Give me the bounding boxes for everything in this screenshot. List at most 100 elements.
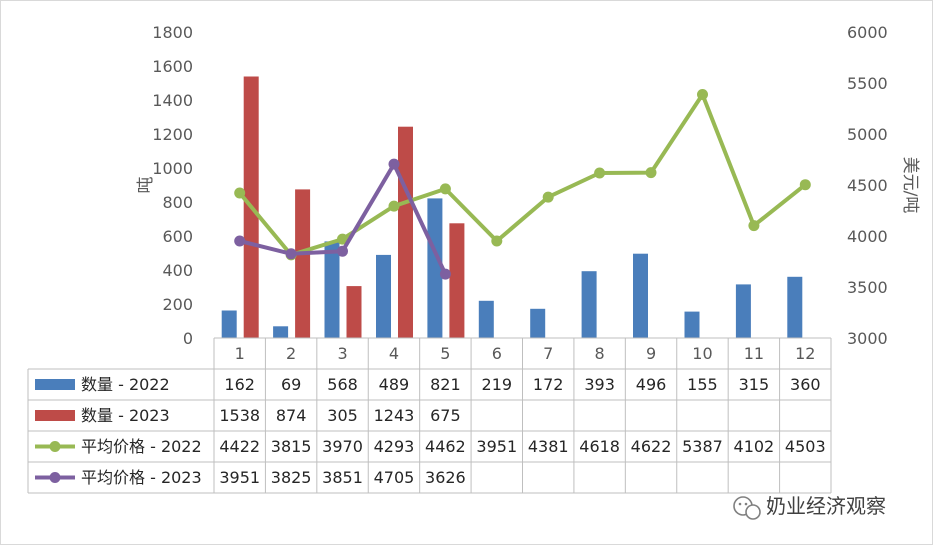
category-label: 7 xyxy=(543,344,553,363)
bar-2022 xyxy=(581,271,597,338)
legend-key-marker xyxy=(49,441,61,452)
category-label: 6 xyxy=(492,344,502,363)
bar-2022 xyxy=(633,253,648,338)
y-right-tick-label: 3000 xyxy=(847,329,888,348)
table-cell-value: 3951 xyxy=(476,437,517,456)
line-point-2022 xyxy=(491,235,503,247)
table-cell-value: 568 xyxy=(327,375,358,394)
bar-2023 xyxy=(398,126,413,338)
category-label: 3 xyxy=(337,344,347,363)
bar-2023 xyxy=(449,223,465,339)
y-left-tick-label: 800 xyxy=(162,193,193,212)
bar-2022 xyxy=(221,310,237,338)
table-cell-value: 4462 xyxy=(425,437,466,456)
table-cell-value: 4503 xyxy=(785,437,826,456)
bar-2022 xyxy=(427,198,443,338)
line-point-2022 xyxy=(645,167,657,179)
line-point-2022 xyxy=(542,191,554,203)
bar-2023 xyxy=(295,189,311,338)
y-right-tick-label: 4000 xyxy=(847,227,888,246)
table-cell-value: 821 xyxy=(430,375,461,394)
line-point-2022 xyxy=(799,179,811,191)
category-label: 1 xyxy=(235,344,245,363)
axes-layer: 吨 美元/吨 0 200 400 600 800 1000 1200 1400 1600 1800… xyxy=(136,23,920,348)
line-point-2022 xyxy=(234,187,246,199)
table-cell-value: 3851 xyxy=(322,468,363,487)
legend-key-bar xyxy=(35,410,75,421)
table-cell-value: 315 xyxy=(739,375,770,394)
category-label: 2 xyxy=(286,344,296,363)
y-left-tick-label: 400 xyxy=(162,261,193,280)
table-cell-value: 874 xyxy=(276,406,307,425)
line-series-2023 xyxy=(239,162,448,275)
bar-2022 xyxy=(787,276,803,338)
table-cell-value: 4102 xyxy=(734,437,775,456)
table-cell-value: 496 xyxy=(636,375,667,394)
table-cell-value: 3951 xyxy=(219,468,260,487)
y-left-tick-label: 600 xyxy=(162,227,193,246)
bar-2022 xyxy=(478,300,494,338)
table-cell-value: 1243 xyxy=(374,406,415,425)
legend-label: 平均价格 - 2023 xyxy=(81,468,202,487)
y-axis-left-title: 吨 xyxy=(136,177,156,194)
line-point-2022 xyxy=(439,183,451,195)
y-left-tick-label: 1600 xyxy=(152,57,193,76)
y-left-tick-label: 1400 xyxy=(152,91,193,110)
table-cell-value: 162 xyxy=(224,375,255,394)
line-series-2022 xyxy=(238,92,807,257)
bar-2023 xyxy=(346,286,362,338)
category-label: 4 xyxy=(389,344,399,363)
table-cell-value: 360 xyxy=(790,375,821,394)
bar-2022 xyxy=(324,241,340,338)
category-label: 10 xyxy=(692,344,712,363)
table-cell-value: 4622 xyxy=(631,437,672,456)
line-point-2023 xyxy=(285,248,297,260)
category-label: 11 xyxy=(744,344,764,363)
y-right-tick-label: 5500 xyxy=(847,74,888,93)
table-cell-value: 4293 xyxy=(374,437,415,456)
y-left-tick-label: 0 xyxy=(183,329,193,348)
wechat-icon xyxy=(733,496,761,520)
table-cell-value: 3970 xyxy=(322,437,363,456)
table-cell-value: 4422 xyxy=(219,437,260,456)
line-point-2022 xyxy=(697,89,708,100)
table-cell-value: 4705 xyxy=(374,468,415,487)
bars-layer xyxy=(221,76,803,339)
bar-2022 xyxy=(735,284,751,338)
legend-key-marker xyxy=(49,472,61,483)
category-label: 5 xyxy=(440,344,450,363)
table-cell-value: 5387 xyxy=(682,437,723,456)
bar-2022 xyxy=(684,311,700,338)
lines-layer xyxy=(234,89,811,280)
category-label: 8 xyxy=(595,344,605,363)
line-point-2023 xyxy=(337,245,348,257)
y-left-tick-label: 1000 xyxy=(152,159,193,178)
category-label: 9 xyxy=(646,344,656,363)
table-cell-value: 675 xyxy=(430,406,461,425)
line-point-2023 xyxy=(439,268,451,280)
watermark-text: 奶业经济观察 xyxy=(766,494,886,518)
line-point-2023 xyxy=(234,235,246,247)
y-right-tick-label: 5000 xyxy=(847,125,888,144)
table-cell-value: 3626 xyxy=(425,468,466,487)
table-cell-value: 3825 xyxy=(271,468,312,487)
legend-key-bar xyxy=(35,379,75,390)
y-left-tick-label: 1800 xyxy=(152,23,193,42)
bar-2022 xyxy=(376,254,391,338)
table-cell-value: 305 xyxy=(327,406,358,425)
legend-label: 数量 - 2022 xyxy=(81,375,170,394)
line-point-2022 xyxy=(594,167,606,179)
line-point-2022 xyxy=(748,220,760,232)
legend-label: 数量 - 2023 xyxy=(81,406,170,425)
table-cell-value: 3815 xyxy=(271,437,312,456)
legend-label: 平均价格 - 2022 xyxy=(81,437,202,456)
table-cell-value: 1538 xyxy=(219,406,260,425)
table-cell-value: 155 xyxy=(687,375,718,394)
table-cell-value: 4381 xyxy=(528,437,569,456)
table-cell-value: 489 xyxy=(379,375,410,394)
table-cell-value: 393 xyxy=(584,375,615,394)
bar-2022 xyxy=(530,308,546,338)
watermark: 奶业经济观察 xyxy=(733,494,886,520)
